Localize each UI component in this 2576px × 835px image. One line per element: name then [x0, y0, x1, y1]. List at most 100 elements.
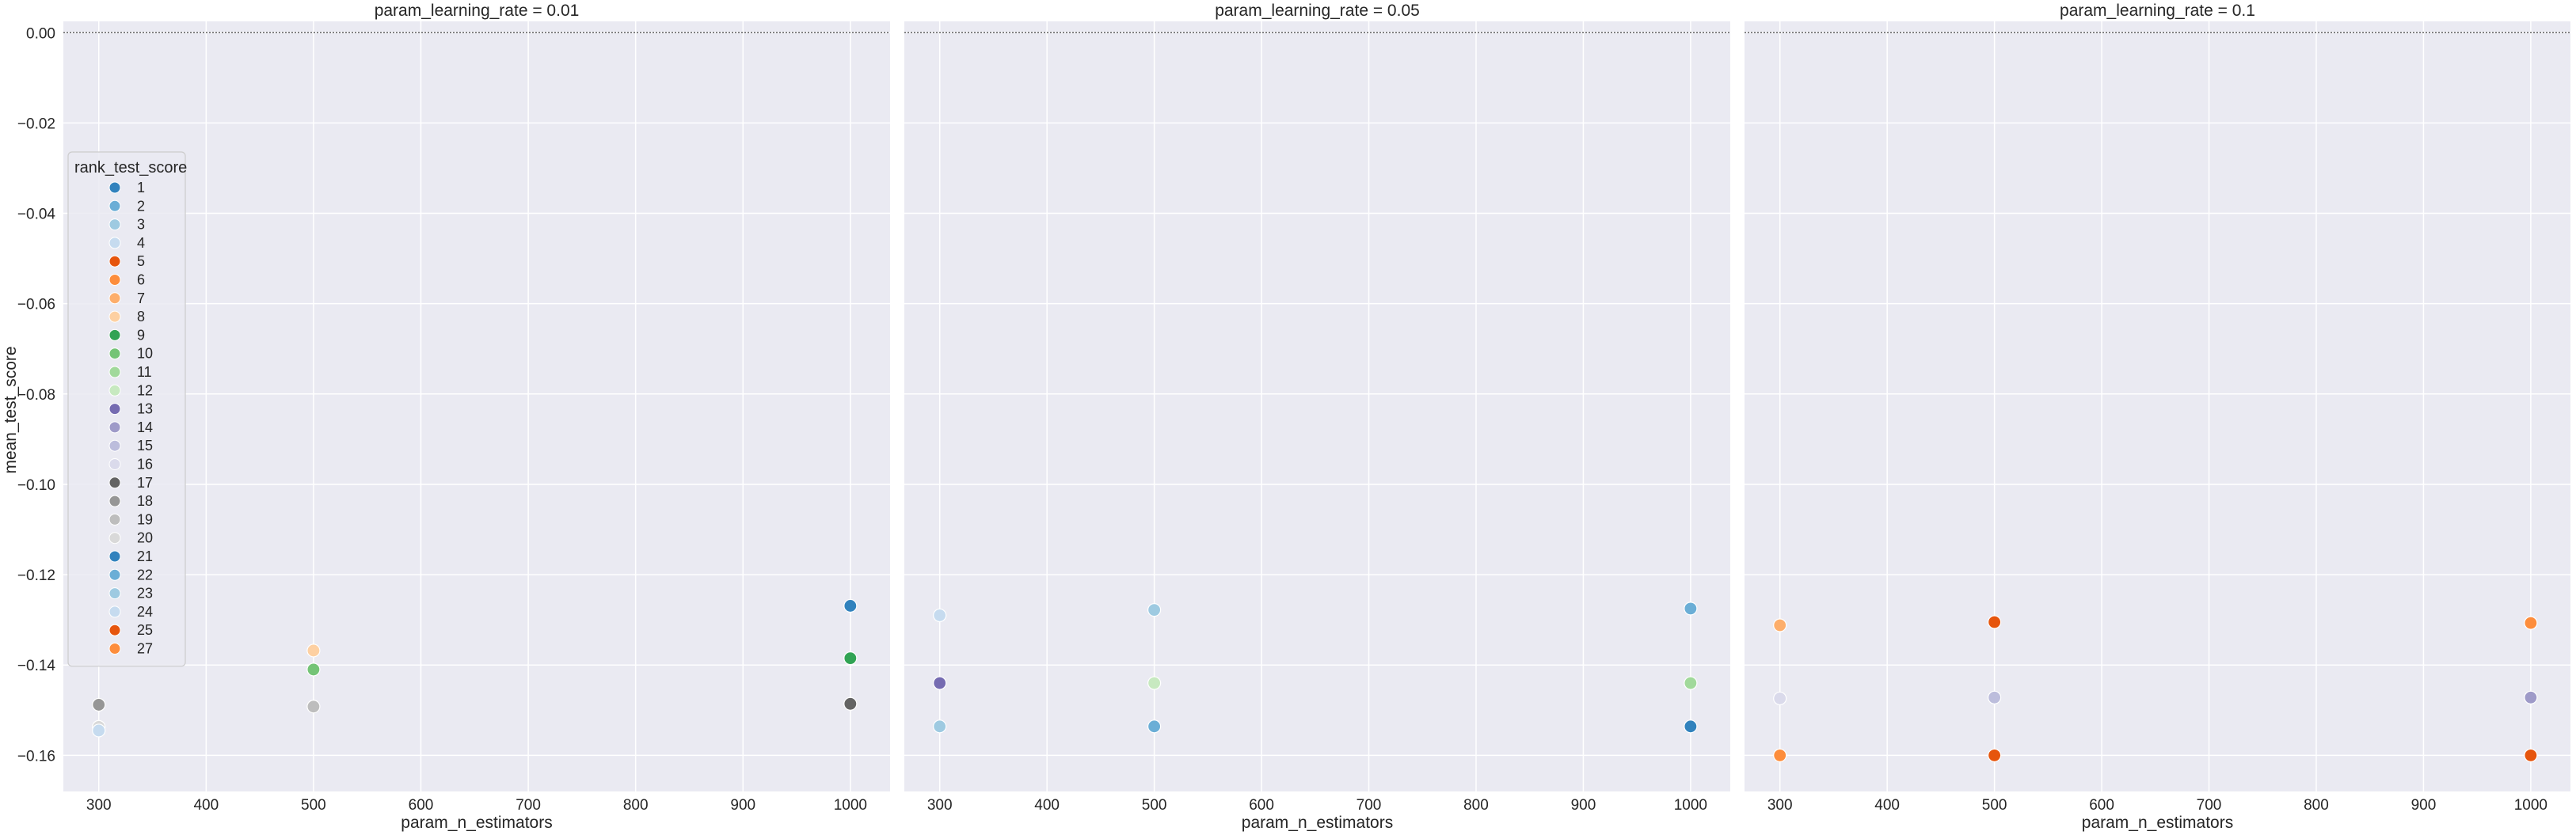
data-point-rank-10	[306, 662, 321, 677]
legend-label: 7	[137, 290, 145, 306]
x-tick-label: 700	[2197, 797, 2222, 814]
x-tick-label: 400	[1874, 797, 1900, 814]
legend-marker	[108, 199, 121, 212]
data-point-rank-27	[1773, 748, 1787, 762]
legend-marker	[108, 403, 121, 416]
x-axis-label: param_n_estimators	[1242, 814, 1393, 832]
y-tick-label: −0.10	[17, 477, 55, 494]
panel-title: param_learning_rate = 0.01	[375, 2, 580, 20]
legend-marker	[108, 439, 121, 452]
legend-marker	[108, 310, 121, 323]
data-point-rank-9	[843, 651, 858, 666]
y-tick-label: −0.06	[17, 297, 55, 313]
data-point-rank-19	[306, 700, 321, 714]
legend-label: 15	[137, 438, 153, 454]
y-tick-label: −0.14	[17, 658, 56, 674]
legend-marker	[108, 384, 121, 397]
data-point-rank-1	[843, 598, 858, 613]
data-point-rank-2	[1684, 602, 1698, 616]
legend-marker	[108, 366, 121, 378]
y-axis-label: mean_test_score	[2, 346, 20, 473]
x-tick-label: 800	[1463, 797, 1489, 814]
legend-label: 11	[137, 364, 152, 380]
legend-label: 21	[137, 548, 153, 564]
legend-label: 16	[137, 457, 153, 473]
x-tick-label: 300	[86, 797, 112, 814]
legend-label: 9	[137, 327, 145, 343]
x-tick-label: 700	[1356, 797, 1382, 814]
legend-marker	[108, 643, 121, 655]
legend-marker	[108, 568, 121, 581]
x-tick-label: 600	[1249, 797, 1274, 814]
data-point-rank-21	[1684, 719, 1698, 734]
x-tick-label: 400	[193, 797, 219, 814]
legend-label: 4	[137, 235, 145, 251]
legend-marker	[108, 255, 121, 268]
legend-marker	[108, 550, 121, 563]
y-tick-label: −0.02	[17, 116, 55, 132]
x-tick-label: 900	[1571, 797, 1596, 814]
legend-marker	[108, 347, 121, 360]
legend-label: 14	[137, 419, 153, 435]
data-point-rank-25	[1988, 748, 2002, 762]
legend-label: 19	[137, 511, 153, 527]
panel-title: param_learning_rate = 0.1	[2060, 2, 2255, 20]
legend-label: 24	[137, 604, 153, 620]
y-tick-label: −0.16	[17, 748, 55, 765]
legend-label: 3	[137, 217, 145, 233]
legend-marker	[108, 328, 121, 341]
data-point-rank-25	[2524, 748, 2538, 762]
data-point-rank-22	[1147, 719, 1162, 734]
x-tick-label: 500	[1982, 797, 2007, 814]
x-tick-label: 400	[1034, 797, 1060, 814]
x-tick-label: 1000	[834, 797, 867, 814]
legend-label: 1	[137, 180, 145, 195]
x-tick-label: 600	[2089, 797, 2114, 814]
data-point-rank-5	[1988, 615, 2002, 629]
legend-label: 12	[137, 382, 153, 398]
x-tick-label: 600	[409, 797, 434, 814]
x-axis-label: param_n_estimators	[2082, 814, 2233, 832]
data-point-rank-7	[1773, 618, 1787, 632]
y-tick-label: −0.04	[17, 207, 56, 223]
data-point-rank-12	[1147, 676, 1162, 690]
x-tick-label: 1000	[1674, 797, 1707, 814]
legend-marker	[108, 605, 121, 618]
legend-marker	[108, 624, 121, 636]
x-tick-label: 300	[1767, 797, 1793, 814]
legend-marker	[108, 237, 121, 249]
legend-marker	[108, 513, 121, 526]
legend-marker	[108, 532, 121, 545]
legend-label: 25	[137, 622, 153, 638]
legend-marker	[108, 421, 121, 434]
x-tick-label: 500	[301, 797, 326, 814]
legend-marker	[108, 218, 121, 231]
x-tick-label: 500	[1142, 797, 1167, 814]
data-point-rank-3	[1147, 602, 1162, 617]
legend-box	[67, 151, 186, 667]
legend-marker	[108, 292, 121, 305]
legend-marker	[108, 181, 121, 194]
x-tick-label: 1000	[2514, 797, 2547, 814]
legend-label: 27	[137, 641, 153, 657]
y-tick-label: 0.00	[26, 25, 55, 42]
data-point-rank-16	[1773, 691, 1787, 706]
panel-1: 0.00 −0.02 −0.04 −0.06 −0.08 −0.10 −0.12 −0.14 −…	[17, 2, 890, 832]
panel-title: param_learning_rate = 0.05	[1215, 2, 1420, 20]
legend-marker	[108, 495, 121, 507]
x-tick-label: 900	[2411, 797, 2437, 814]
data-point-rank-15	[1988, 690, 2002, 704]
data-point-rank-18	[92, 697, 106, 712]
legend-label: 2	[137, 198, 145, 214]
legend-label: 17	[137, 475, 153, 491]
legend-label: 22	[137, 567, 153, 583]
panel-2: 300 400 500 600 700 800 900 1000 param_learning_…	[904, 2, 1730, 832]
legend-label: 5	[137, 253, 145, 269]
x-tick-label: 800	[2304, 797, 2329, 814]
x-tick-label: 800	[623, 797, 649, 814]
legend-label: 8	[137, 309, 145, 325]
legend-label: 18	[137, 493, 153, 509]
legend-label: 13	[137, 401, 153, 417]
y-tick-label: −0.12	[17, 567, 55, 584]
